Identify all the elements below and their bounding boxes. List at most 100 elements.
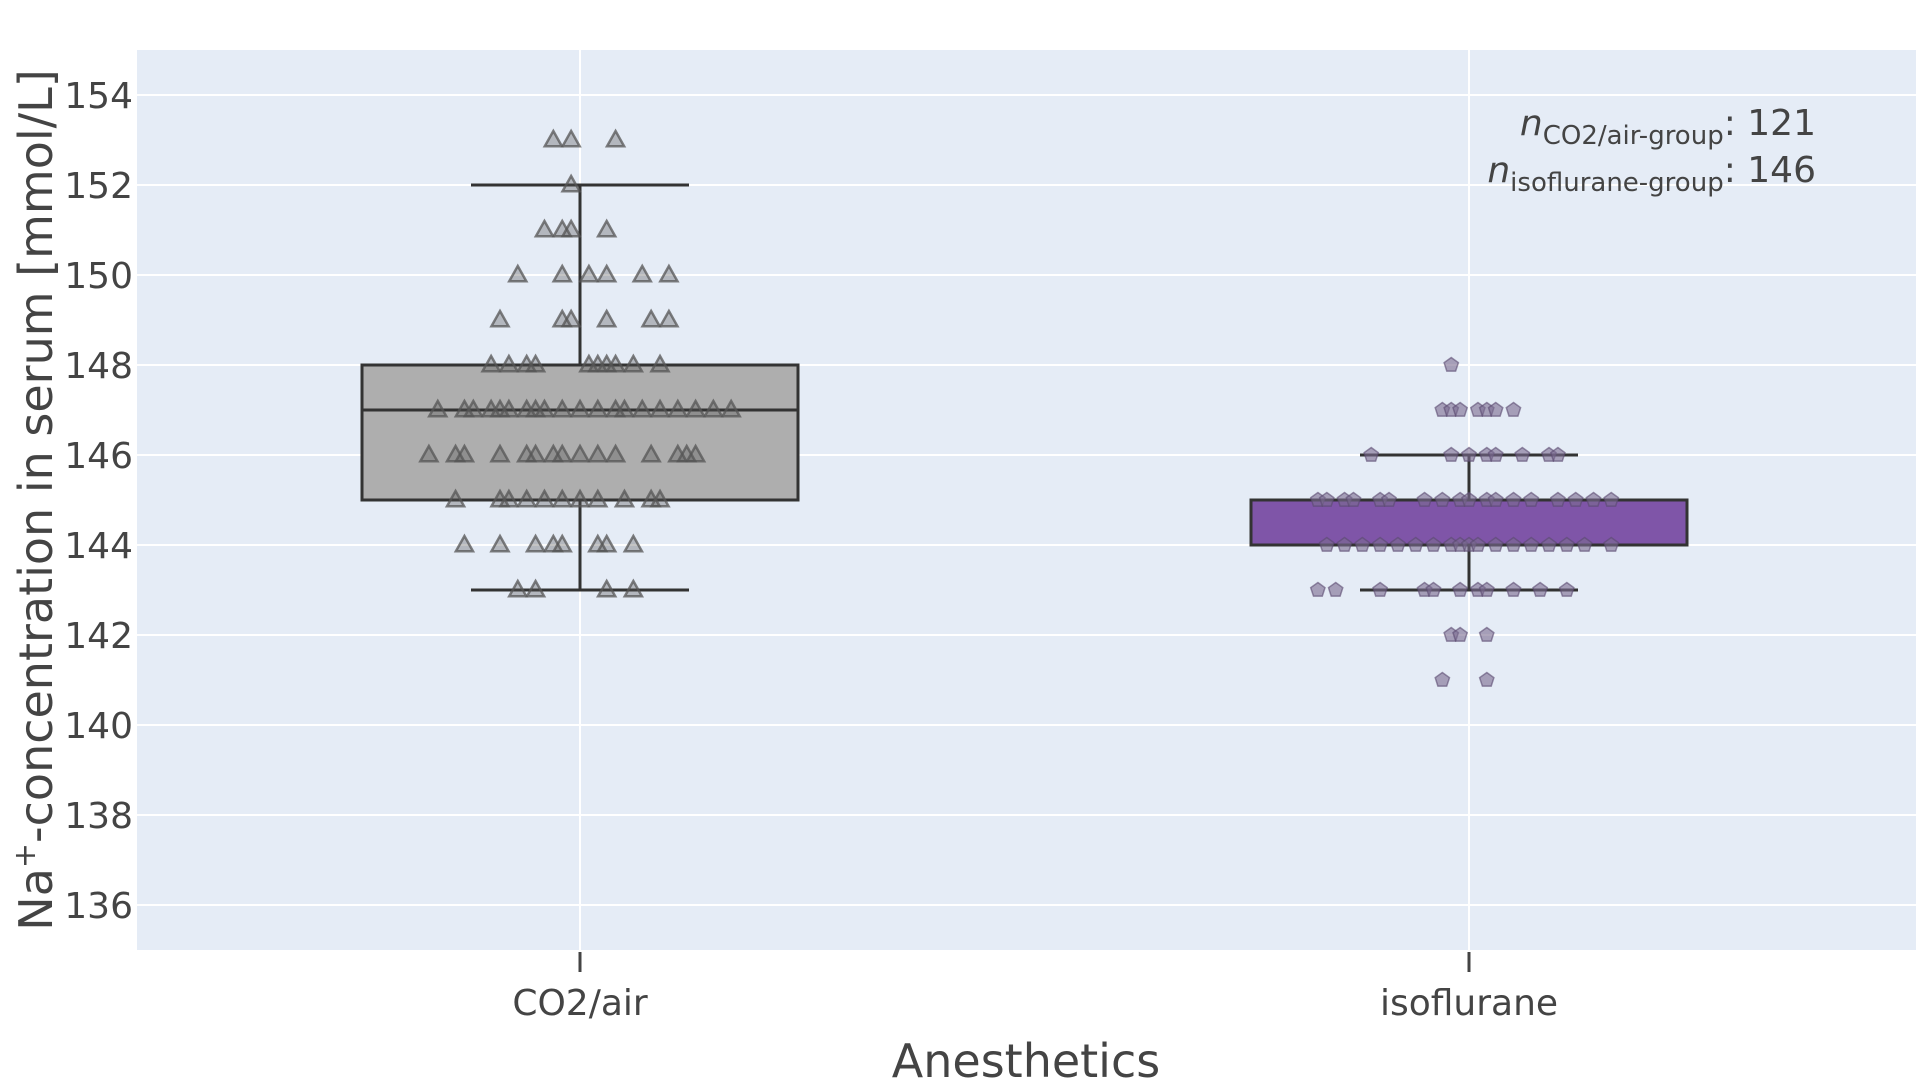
data-point bbox=[569, 398, 591, 418]
data-point bbox=[667, 398, 689, 418]
data-point bbox=[1603, 491, 1620, 507]
data-point bbox=[1567, 491, 1584, 507]
data-point bbox=[453, 443, 476, 463]
data-point bbox=[587, 443, 609, 463]
data-point bbox=[1514, 446, 1531, 462]
data-point bbox=[595, 308, 618, 328]
y-tick-label: 154 bbox=[64, 76, 133, 117]
data-point bbox=[1336, 536, 1353, 552]
data-point bbox=[604, 443, 627, 463]
data-point bbox=[622, 578, 645, 598]
data-point bbox=[498, 353, 520, 373]
data-point bbox=[1407, 536, 1424, 552]
data-point bbox=[444, 488, 467, 508]
data-point bbox=[524, 578, 547, 598]
data-point bbox=[1523, 491, 1540, 507]
data-point bbox=[604, 128, 627, 148]
data-point bbox=[1585, 491, 1602, 507]
y-tick-label: 140 bbox=[64, 706, 133, 747]
data-point bbox=[1603, 536, 1620, 552]
data-point bbox=[1452, 401, 1469, 417]
data-point bbox=[1541, 536, 1557, 552]
data-point bbox=[1363, 446, 1380, 462]
data-point bbox=[569, 488, 591, 508]
annotation-var: n bbox=[1487, 150, 1510, 191]
box-iqr bbox=[360, 363, 800, 502]
data-point bbox=[524, 353, 547, 373]
x-tick-label: CO2/air bbox=[512, 983, 648, 1024]
data-point bbox=[560, 218, 582, 238]
annotation-n-co2: nCO2/air-group: 121 bbox=[1520, 103, 1816, 151]
data-point bbox=[1487, 536, 1504, 552]
data-point bbox=[658, 308, 680, 328]
data-point bbox=[1478, 671, 1495, 687]
data-point bbox=[578, 263, 600, 283]
y-axis-title-post: -concentration in serum [mmol/L] bbox=[9, 69, 63, 843]
data-point bbox=[1505, 581, 1522, 597]
data-point bbox=[1318, 536, 1335, 552]
data-point bbox=[684, 398, 707, 418]
data-point bbox=[631, 398, 653, 418]
data-point bbox=[631, 263, 653, 283]
data-point bbox=[604, 353, 627, 373]
data-point bbox=[1558, 581, 1575, 597]
data-point bbox=[658, 263, 680, 283]
data-point bbox=[1478, 626, 1495, 642]
data-point bbox=[1487, 446, 1504, 462]
data-point bbox=[720, 398, 742, 418]
data-point bbox=[587, 398, 609, 418]
data-point bbox=[1487, 401, 1504, 417]
x-axis-title: Anesthetics bbox=[892, 1034, 1160, 1080]
annotation-sub: CO2/air-group bbox=[1543, 121, 1724, 151]
data-point bbox=[1443, 446, 1460, 462]
data-point bbox=[462, 398, 485, 418]
y-axis-title-pre: Na bbox=[9, 868, 63, 931]
data-point bbox=[507, 263, 529, 283]
data-point bbox=[1461, 446, 1477, 462]
data-point bbox=[507, 578, 529, 598]
y-tick-label: 138 bbox=[64, 796, 133, 837]
data-point bbox=[1549, 491, 1566, 507]
data-point bbox=[1469, 536, 1486, 552]
data-point bbox=[489, 443, 511, 463]
data-point bbox=[1576, 536, 1593, 552]
data-point bbox=[524, 443, 547, 463]
data-point bbox=[1434, 491, 1451, 507]
data-point bbox=[1389, 536, 1406, 552]
data-point bbox=[649, 398, 671, 418]
data-point bbox=[595, 533, 618, 553]
data-point bbox=[1523, 536, 1540, 552]
data-point bbox=[613, 488, 636, 508]
y-tick-label: 150 bbox=[64, 256, 133, 297]
data-point bbox=[515, 488, 538, 508]
data-point bbox=[1416, 491, 1433, 507]
data-point bbox=[1443, 356, 1460, 372]
y-tick-label: 148 bbox=[64, 346, 133, 387]
data-point bbox=[1452, 626, 1469, 642]
annotation-value: : 121 bbox=[1724, 103, 1816, 144]
data-point bbox=[560, 173, 582, 193]
data-point bbox=[587, 488, 609, 508]
data-point bbox=[489, 308, 511, 328]
data-point bbox=[560, 128, 582, 148]
data-point bbox=[1505, 491, 1522, 507]
data-point bbox=[595, 218, 618, 238]
data-point bbox=[1309, 581, 1326, 597]
data-point bbox=[1354, 536, 1371, 552]
data-point bbox=[1549, 446, 1566, 462]
data-point bbox=[622, 353, 645, 373]
box-0 bbox=[360, 183, 800, 592]
data-point bbox=[1452, 581, 1469, 597]
y-tick-label: 152 bbox=[64, 166, 133, 207]
data-point bbox=[1532, 581, 1549, 597]
y-tick-label: 144 bbox=[64, 526, 133, 567]
data-point bbox=[498, 398, 520, 418]
data-point bbox=[524, 533, 547, 553]
data-point bbox=[1487, 491, 1504, 507]
data-point bbox=[1558, 536, 1575, 552]
data-point bbox=[1372, 536, 1389, 552]
data-point bbox=[533, 218, 556, 238]
data-point bbox=[551, 263, 573, 283]
data-point bbox=[1372, 581, 1389, 597]
